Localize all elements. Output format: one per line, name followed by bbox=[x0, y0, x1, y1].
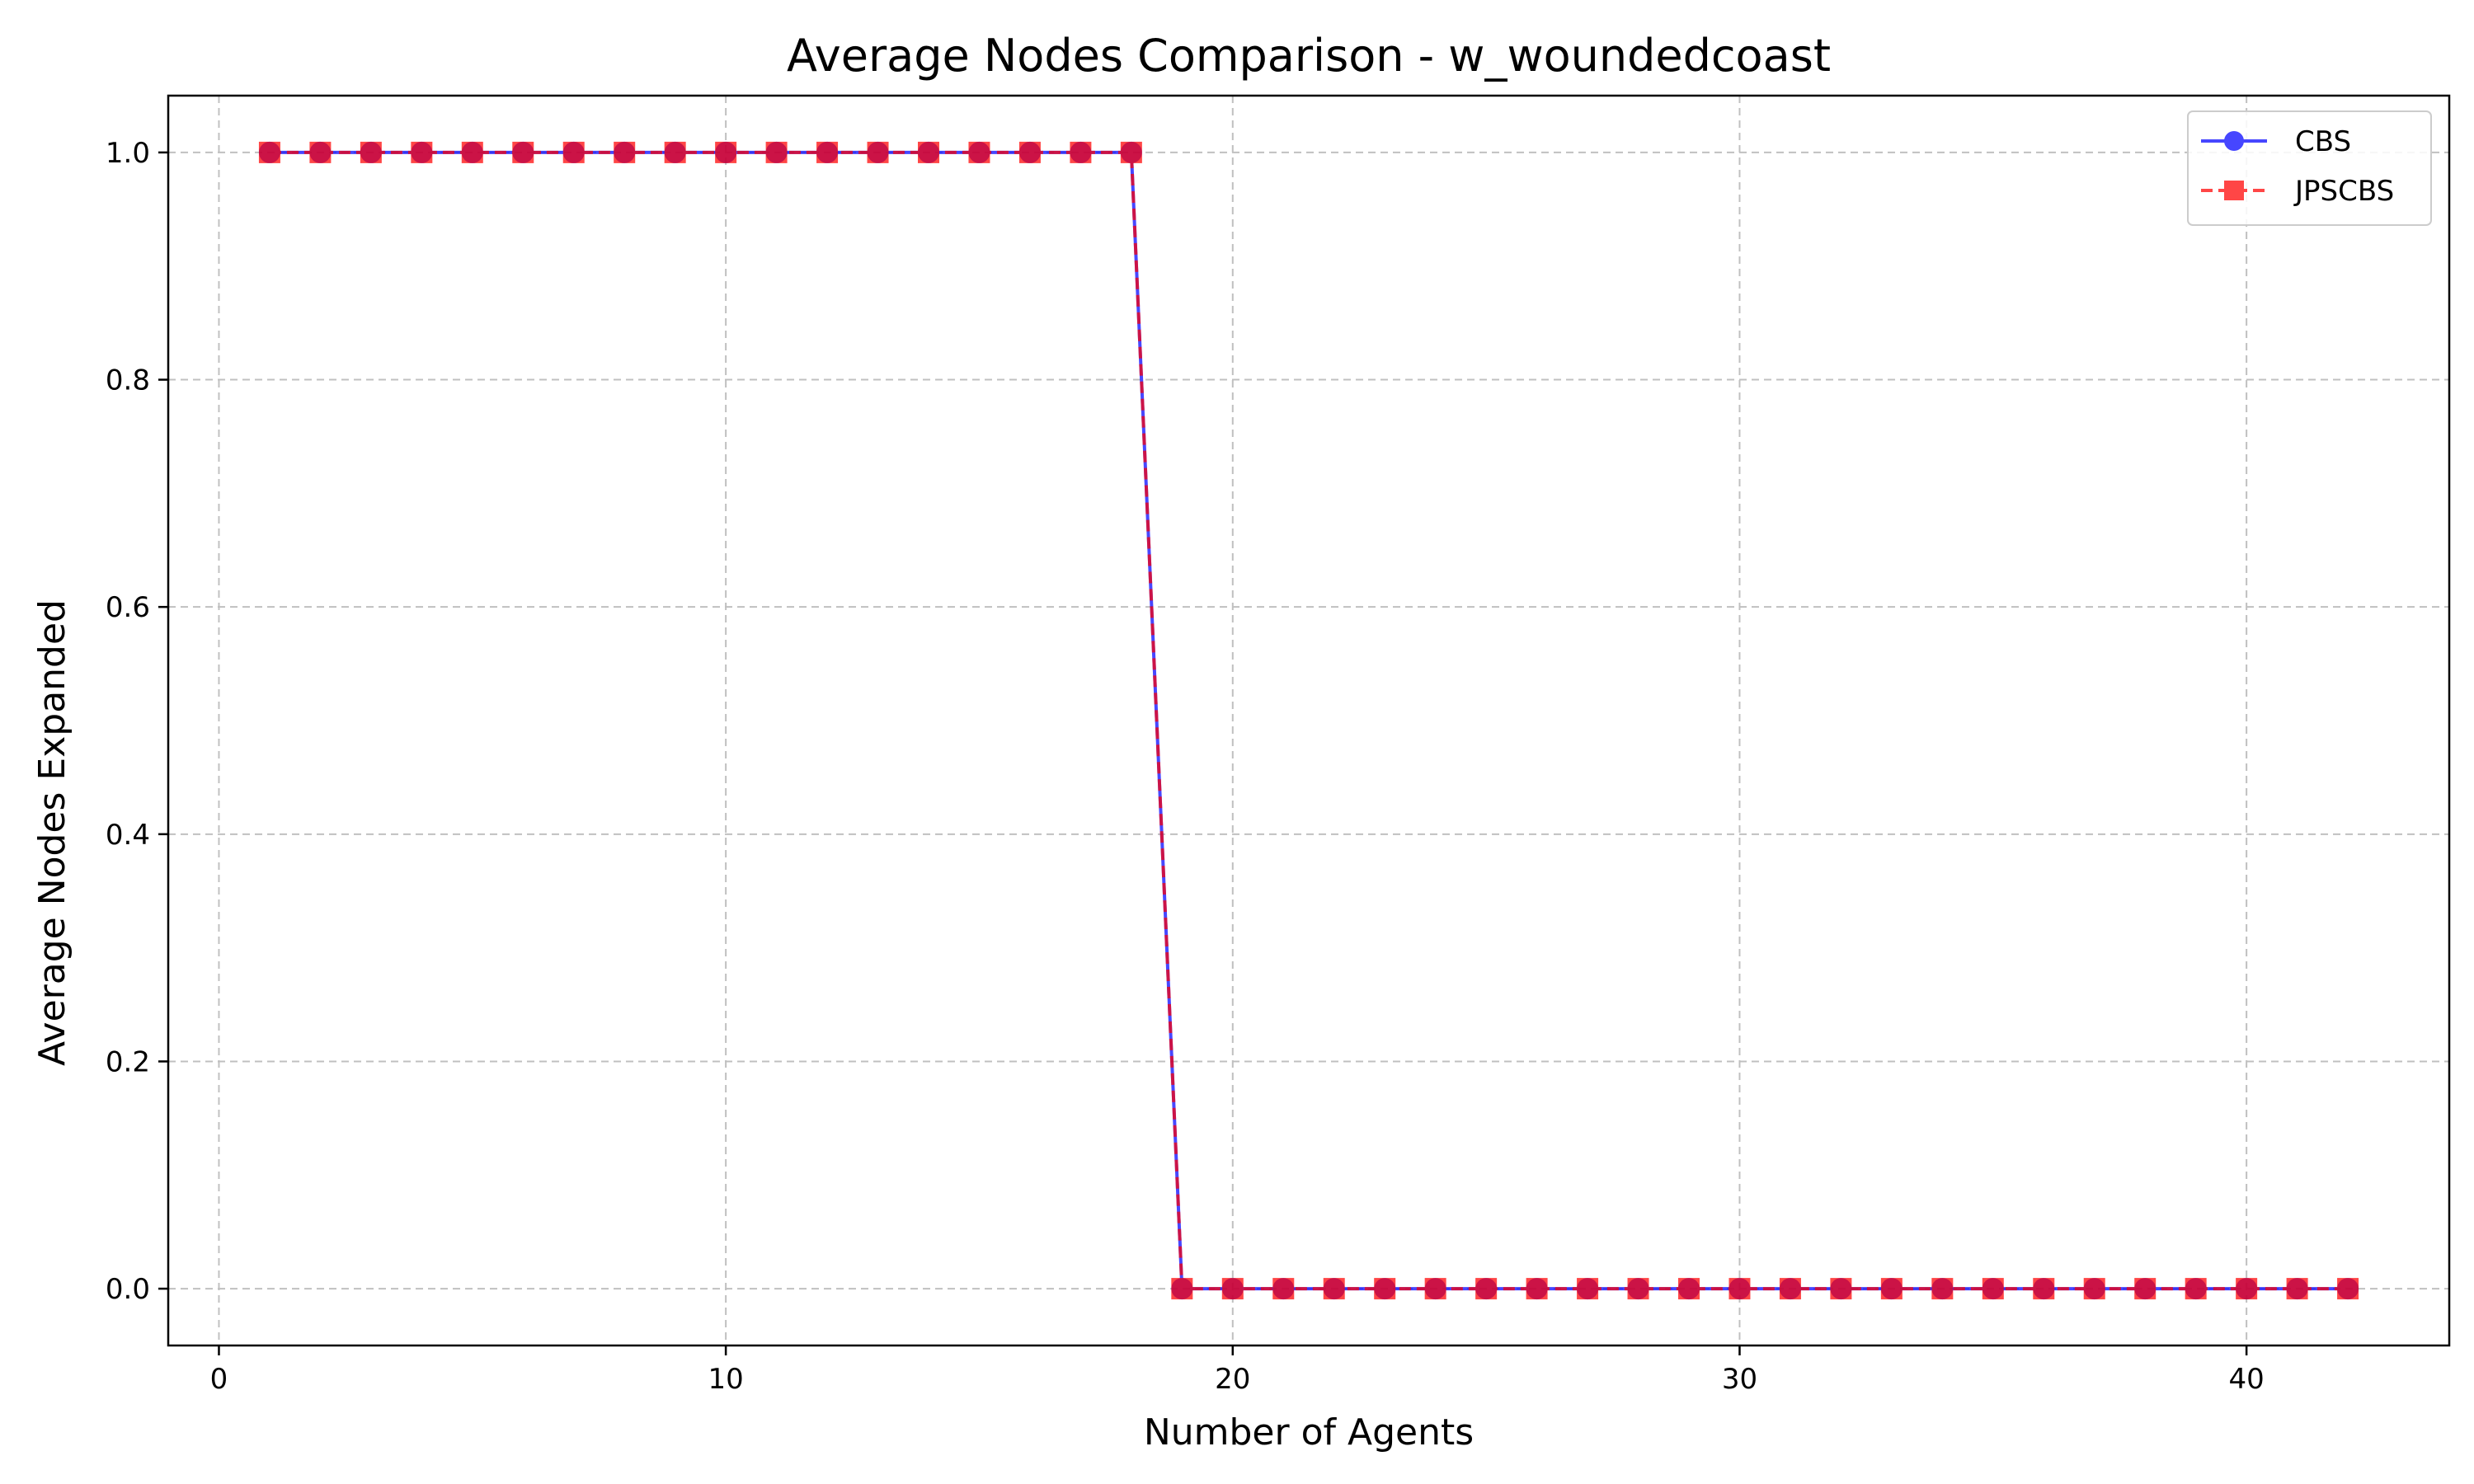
data-point bbox=[562, 141, 585, 163]
data-point bbox=[411, 141, 433, 163]
data-point bbox=[461, 141, 483, 163]
x-axis-ticks: 0 10 20 30 40 bbox=[210, 1345, 2265, 1396]
y-axis-label: Average Nodes Expanded bbox=[31, 599, 73, 1066]
y-tick-label: 0.4 bbox=[106, 819, 150, 852]
data-point bbox=[1880, 1278, 1903, 1300]
data-point bbox=[1374, 1278, 1396, 1300]
series-jpscbs bbox=[258, 141, 2359, 1300]
x-tick-label: 0 bbox=[210, 1363, 228, 1396]
data-point bbox=[360, 141, 382, 163]
data-point bbox=[512, 141, 534, 163]
data-point bbox=[1221, 1278, 1244, 1300]
plot-frame bbox=[167, 94, 2451, 1347]
legend: CBS JPSCBS bbox=[2187, 110, 2432, 226]
data-point bbox=[1830, 1278, 1852, 1300]
data-point bbox=[1577, 1278, 1599, 1300]
data-point bbox=[614, 141, 636, 163]
data-point bbox=[1627, 1278, 1649, 1300]
legend-item-jpscbs bbox=[2201, 181, 2267, 200]
x-tick-label: 10 bbox=[708, 1363, 744, 1396]
series-layer bbox=[258, 141, 2359, 1300]
data-point bbox=[1678, 1278, 1700, 1300]
data-point bbox=[1171, 1278, 1193, 1300]
data-point bbox=[258, 141, 280, 163]
data-point bbox=[1070, 141, 1092, 163]
data-point bbox=[2286, 1278, 2308, 1300]
data-point bbox=[1779, 1278, 1801, 1300]
data-point bbox=[867, 141, 889, 163]
y-tick-label: 0.6 bbox=[106, 591, 150, 624]
data-point bbox=[1018, 141, 1041, 163]
x-axis-label: Number of Agents bbox=[1144, 1411, 1474, 1453]
data-point bbox=[1424, 1278, 1446, 1300]
y-tick-label: 0.0 bbox=[106, 1273, 150, 1306]
data-point bbox=[1323, 1278, 1345, 1300]
x-tick-label: 30 bbox=[1722, 1363, 1757, 1396]
y-axis-ticks: 0.0 0.2 0.4 0.6 0.8 1.0 bbox=[106, 137, 168, 1306]
data-point bbox=[968, 141, 990, 163]
data-point bbox=[816, 141, 839, 163]
x-tick-label: 40 bbox=[2229, 1363, 2265, 1396]
data-point bbox=[2185, 1278, 2207, 1300]
data-point bbox=[1475, 1278, 1498, 1300]
x-tick-label: 20 bbox=[1215, 1363, 1250, 1396]
data-point bbox=[309, 141, 332, 163]
data-point bbox=[715, 141, 737, 163]
data-point bbox=[1982, 1278, 2004, 1300]
y-tick-label: 0.8 bbox=[106, 364, 150, 397]
legend-marker bbox=[2224, 181, 2244, 200]
y-tick-label: 1.0 bbox=[106, 137, 150, 170]
data-point bbox=[2134, 1278, 2157, 1300]
legend-label: CBS bbox=[2295, 125, 2351, 158]
data-point bbox=[2236, 1278, 2258, 1300]
data-point bbox=[2083, 1278, 2105, 1300]
legend-marker bbox=[2224, 131, 2244, 151]
data-point bbox=[1931, 1278, 1954, 1300]
data-point bbox=[1120, 141, 1142, 163]
data-point bbox=[1272, 1278, 1295, 1300]
chart-title: Average Nodes Comparison - w_woundedcoas… bbox=[787, 30, 1831, 82]
data-point bbox=[1526, 1278, 1548, 1300]
data-point bbox=[2033, 1278, 2055, 1300]
data-point bbox=[1729, 1278, 1751, 1300]
data-point bbox=[2337, 1278, 2359, 1300]
legend-item-cbs bbox=[2201, 131, 2267, 151]
y-tick-label: 0.2 bbox=[106, 1045, 150, 1078]
data-point bbox=[765, 141, 788, 163]
data-point bbox=[918, 141, 939, 163]
data-point bbox=[664, 141, 686, 163]
legend-label: JPSCBS bbox=[2293, 175, 2394, 208]
